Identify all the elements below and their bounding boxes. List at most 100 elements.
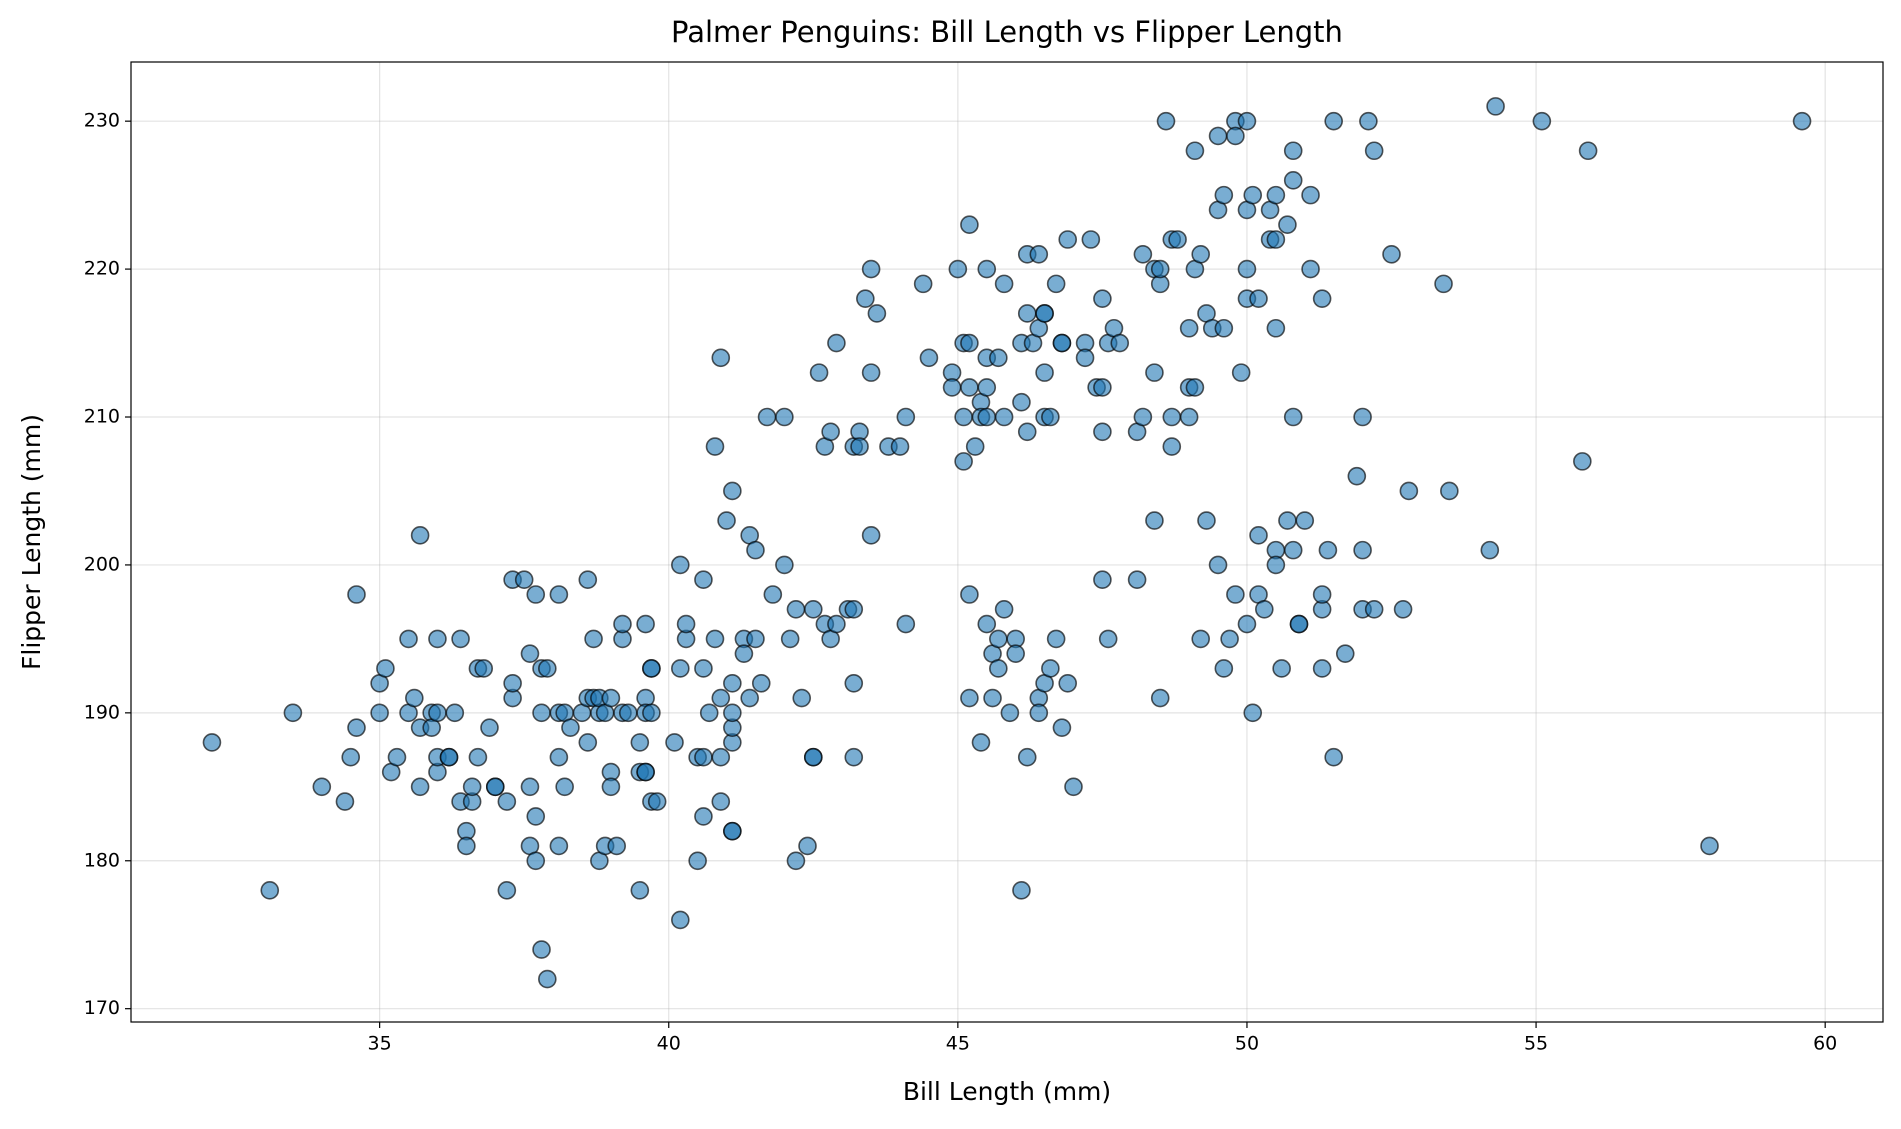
point xyxy=(723,673,742,693)
y-tick-label: 180 xyxy=(84,849,120,871)
point xyxy=(1185,141,1205,161)
point xyxy=(803,747,823,767)
point xyxy=(1041,659,1060,678)
point xyxy=(1214,318,1234,338)
point xyxy=(1110,333,1130,353)
point xyxy=(480,718,499,737)
point xyxy=(1081,230,1101,249)
point xyxy=(1249,289,1268,308)
point xyxy=(405,688,424,708)
point xyxy=(1214,659,1234,678)
point xyxy=(1035,363,1054,382)
point xyxy=(1052,718,1072,737)
point xyxy=(1318,540,1338,560)
point xyxy=(451,629,470,649)
point xyxy=(1347,466,1367,486)
point xyxy=(613,614,632,634)
point xyxy=(526,807,546,826)
point xyxy=(538,659,557,678)
point xyxy=(1237,614,1257,634)
point xyxy=(503,673,522,693)
point xyxy=(665,733,684,752)
point xyxy=(751,673,771,693)
point xyxy=(775,407,794,427)
point xyxy=(746,629,765,649)
point xyxy=(798,836,817,856)
point xyxy=(1364,600,1384,619)
point xyxy=(1156,111,1176,131)
point xyxy=(578,733,598,752)
point xyxy=(890,437,910,456)
point xyxy=(671,910,690,930)
point xyxy=(694,807,713,826)
point xyxy=(1093,378,1112,397)
point xyxy=(1150,688,1170,708)
point xyxy=(1075,348,1095,368)
point xyxy=(861,526,881,545)
point xyxy=(671,659,690,678)
point xyxy=(1243,703,1263,723)
point xyxy=(642,659,661,678)
point xyxy=(1266,185,1286,205)
point xyxy=(792,688,812,708)
point xyxy=(699,703,719,723)
point xyxy=(1578,141,1598,161)
point xyxy=(514,570,534,590)
point xyxy=(740,688,759,708)
point xyxy=(485,777,505,797)
point xyxy=(376,659,395,678)
point xyxy=(960,378,979,397)
point xyxy=(844,673,864,693)
x-tick-label: 50 xyxy=(1235,1033,1259,1055)
point xyxy=(410,526,430,545)
point xyxy=(1440,481,1459,501)
point xyxy=(1289,614,1309,634)
x-tick-label: 35 xyxy=(368,1033,392,1055)
point xyxy=(1052,333,1072,353)
y-tick-label: 190 xyxy=(84,701,120,723)
point xyxy=(387,747,407,767)
point xyxy=(370,703,389,723)
point xyxy=(1301,259,1320,279)
point xyxy=(1093,289,1112,308)
point xyxy=(1266,318,1286,338)
point xyxy=(1058,673,1078,693)
point xyxy=(1179,407,1199,427)
point xyxy=(821,422,840,442)
point xyxy=(1208,126,1228,146)
point xyxy=(1185,378,1205,397)
y-tick-label: 220 xyxy=(84,258,120,280)
point xyxy=(428,629,447,649)
point xyxy=(827,333,846,353)
point xyxy=(942,378,962,397)
point xyxy=(1393,600,1413,619)
point xyxy=(1237,259,1257,279)
point xyxy=(850,437,869,456)
point xyxy=(1029,244,1049,264)
point xyxy=(347,718,366,737)
point xyxy=(1249,526,1268,545)
point xyxy=(1162,407,1182,427)
point xyxy=(1353,407,1372,427)
point xyxy=(1364,141,1384,161)
point xyxy=(445,703,465,723)
point xyxy=(1480,540,1500,560)
point xyxy=(989,348,1008,368)
point xyxy=(347,585,366,604)
point xyxy=(1012,881,1031,900)
point xyxy=(723,703,742,723)
point xyxy=(1243,185,1263,205)
point xyxy=(497,792,517,811)
point xyxy=(1532,111,1552,131)
point xyxy=(549,747,569,767)
point xyxy=(1046,274,1066,294)
point xyxy=(1012,392,1031,412)
point xyxy=(1266,230,1286,249)
point xyxy=(526,851,546,871)
point xyxy=(555,777,574,797)
point xyxy=(786,851,806,871)
point xyxy=(399,629,418,649)
point xyxy=(775,555,794,575)
